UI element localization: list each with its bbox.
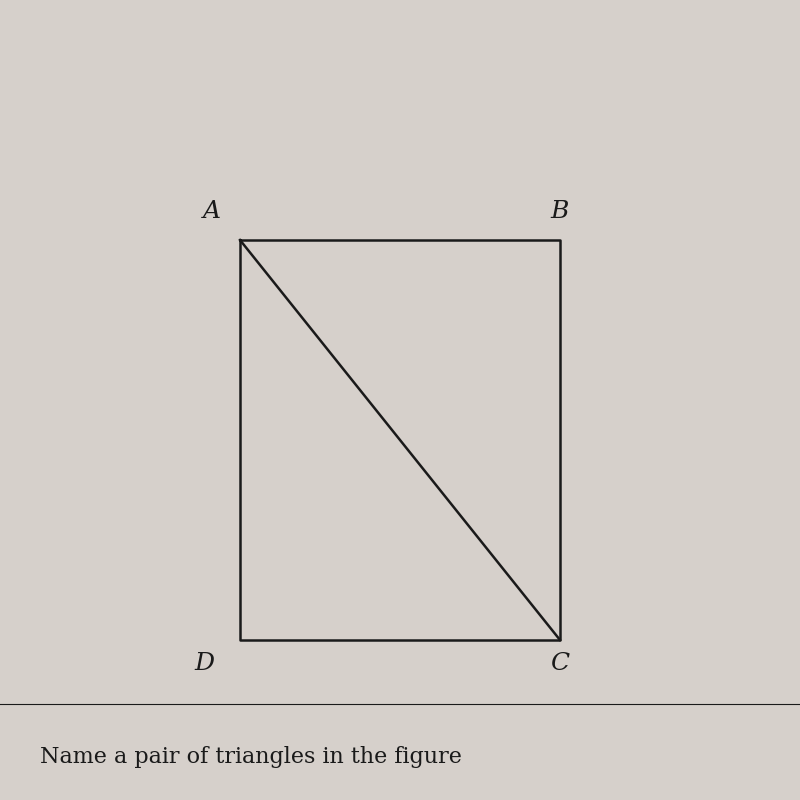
Text: C: C [550,653,570,675]
Text: D: D [194,653,214,675]
Text: Name a pair of triangles in the figure: Name a pair of triangles in the figure [40,746,462,768]
Text: B: B [551,201,569,223]
Text: A: A [203,201,221,223]
